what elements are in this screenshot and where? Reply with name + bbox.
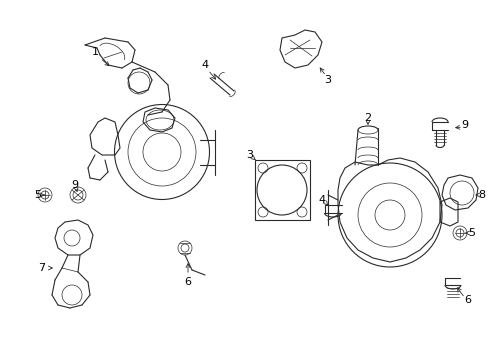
Text: 5: 5 (34, 190, 42, 200)
Text: 5: 5 (468, 228, 475, 238)
Text: 3: 3 (246, 150, 253, 160)
Text: 3: 3 (324, 75, 332, 85)
Text: 9: 9 (72, 180, 78, 190)
Text: 9: 9 (462, 120, 468, 130)
Text: 8: 8 (478, 190, 486, 200)
Text: 2: 2 (365, 113, 371, 123)
Text: 4: 4 (318, 195, 325, 205)
Text: 6: 6 (185, 277, 192, 287)
Text: 4: 4 (201, 60, 209, 70)
Text: 6: 6 (465, 295, 471, 305)
Text: 7: 7 (38, 263, 46, 273)
Text: 1: 1 (92, 47, 98, 57)
